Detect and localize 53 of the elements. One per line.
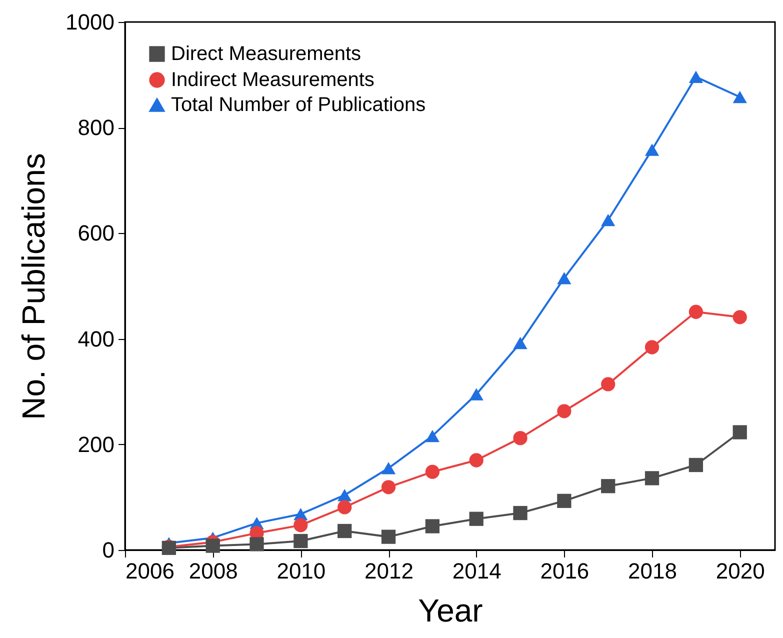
point — [601, 479, 616, 494]
x-tick-label: 2018 — [628, 558, 678, 584]
x-tick-label: 2016 — [540, 558, 590, 584]
x-tick-label: 2006 — [126, 558, 174, 584]
x-tick-label: 2008 — [188, 558, 238, 584]
point — [469, 453, 484, 468]
point — [294, 534, 308, 548]
point — [644, 340, 660, 354]
point — [557, 494, 572, 508]
x-tick-label: 2012 — [364, 558, 414, 584]
point — [688, 304, 704, 319]
point — [338, 500, 352, 514]
legend-label: Direct Measurements — [171, 43, 362, 65]
point — [294, 518, 308, 532]
point — [557, 272, 572, 284]
point — [381, 480, 396, 494]
point — [338, 524, 352, 538]
x-tick-label: 2014 — [452, 558, 502, 584]
x-axis-title: Year — [418, 592, 484, 628]
y-tick-label: 600 — [78, 220, 114, 246]
x-tick-label: 2010 — [276, 558, 326, 584]
legend-label: Indirect Measurements — [171, 69, 374, 91]
point — [557, 404, 572, 418]
y-tick-label: 400 — [78, 326, 114, 352]
point — [206, 538, 220, 553]
point — [644, 144, 660, 156]
point — [469, 388, 484, 400]
point — [688, 70, 704, 84]
point — [425, 464, 440, 479]
y-axis-title: No. of Publications — [16, 153, 52, 420]
point — [732, 425, 747, 440]
point — [732, 90, 747, 104]
point — [513, 431, 528, 446]
y-tick-label: 800 — [78, 115, 114, 140]
point — [601, 377, 616, 392]
point — [250, 537, 264, 552]
point — [469, 512, 484, 526]
point — [381, 530, 396, 544]
point — [513, 506, 528, 520]
point — [425, 519, 440, 534]
point — [688, 458, 704, 472]
legend-label: Total Number of Publications — [171, 94, 426, 116]
y-tick-label: 1000 — [66, 10, 114, 34]
point — [644, 471, 660, 486]
point — [601, 214, 616, 226]
y-tick-label: 200 — [78, 432, 114, 457]
x-tick-label: 2020 — [716, 558, 765, 584]
y-tick-label: 0 — [102, 538, 114, 562]
point — [338, 488, 352, 502]
point — [381, 462, 396, 474]
point — [513, 336, 528, 350]
point — [732, 310, 747, 324]
point — [425, 430, 440, 442]
